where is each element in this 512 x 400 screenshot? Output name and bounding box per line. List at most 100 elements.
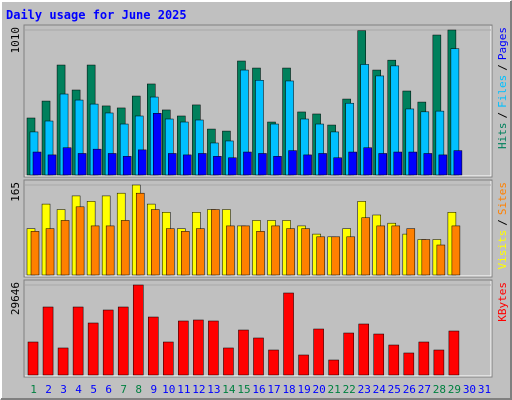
bar	[151, 209, 160, 276]
x-tick-label: 9	[150, 383, 157, 396]
bar	[92, 148, 102, 176]
legend-separator: /	[496, 219, 509, 226]
bar	[433, 349, 445, 376]
x-tick-label: 23	[358, 383, 371, 396]
bar	[258, 153, 267, 176]
bar	[408, 151, 418, 176]
bar	[57, 347, 69, 376]
x-tick-label: 10	[162, 383, 175, 396]
x-tick-label: 1	[30, 383, 37, 396]
legend-entry: Visits	[496, 230, 509, 270]
bar	[391, 225, 401, 276]
x-tick-label: 18	[282, 383, 295, 396]
bar	[273, 156, 282, 176]
bar	[358, 323, 369, 376]
bar	[27, 341, 39, 376]
bar	[393, 151, 403, 176]
bar	[198, 153, 207, 176]
x-tick-label: 20	[313, 383, 326, 396]
chart-title: Daily usage for June 2025	[6, 8, 187, 22]
bar	[102, 309, 114, 376]
x-tick-label: 28	[433, 383, 446, 396]
bar	[243, 151, 252, 176]
bar	[60, 220, 70, 276]
bar	[117, 306, 129, 376]
bar	[132, 284, 144, 376]
bar	[418, 341, 430, 376]
bar	[271, 225, 280, 276]
bar	[135, 192, 145, 276]
bar	[318, 153, 327, 176]
bar	[333, 157, 342, 176]
bar	[32, 151, 42, 176]
bar	[238, 329, 249, 376]
x-tick-label: 14	[222, 383, 236, 396]
bar	[298, 354, 309, 376]
bar	[148, 316, 159, 376]
bar	[423, 153, 433, 176]
bar	[448, 330, 460, 376]
bar	[348, 151, 357, 176]
bar	[328, 359, 339, 376]
x-tick-label: 12	[192, 383, 205, 396]
bar	[30, 231, 40, 276]
bar	[77, 153, 87, 176]
legend-separator: /	[496, 64, 509, 71]
legend: Hits / Files / Pages	[496, 27, 509, 149]
bar	[303, 154, 312, 176]
bar	[288, 150, 297, 176]
bar	[241, 225, 250, 276]
legend-entry: Files	[496, 75, 509, 108]
bar	[75, 206, 85, 276]
x-tick-label: 2	[45, 383, 52, 396]
bar	[436, 244, 446, 276]
y-tick-label: 165	[9, 182, 22, 202]
bar	[163, 341, 174, 376]
bar	[47, 154, 57, 176]
bar	[193, 319, 204, 376]
bar	[388, 344, 400, 376]
bar	[256, 231, 265, 276]
bar	[268, 349, 279, 376]
x-tick-label: 15	[237, 383, 250, 396]
bar	[223, 347, 234, 376]
bar	[196, 228, 205, 276]
bar	[451, 225, 461, 276]
x-tick-label: 6	[105, 383, 112, 396]
bar	[122, 156, 132, 176]
bar	[178, 320, 189, 376]
bar	[90, 225, 100, 276]
bar	[286, 228, 295, 276]
panel-edge	[25, 181, 492, 277]
bar	[406, 228, 416, 276]
bar	[346, 236, 355, 276]
bar	[208, 320, 219, 376]
bar	[331, 236, 340, 276]
x-tick-label: 21	[328, 383, 341, 396]
legend-entry: Sites	[496, 182, 509, 215]
legend-separator: /	[496, 112, 509, 119]
bar	[283, 292, 294, 376]
x-tick-label: 29	[448, 383, 461, 396]
bar	[181, 231, 190, 276]
x-tick-label: 30	[463, 383, 476, 396]
bar	[42, 306, 54, 376]
bar	[453, 150, 463, 176]
bar	[226, 225, 235, 276]
bar	[253, 337, 264, 376]
x-tick-label: 11	[177, 383, 190, 396]
x-tick-label: 8	[135, 383, 142, 396]
x-tick-label: 5	[90, 383, 97, 396]
bar	[72, 306, 84, 376]
x-tick-label: 4	[75, 383, 82, 396]
bar	[343, 332, 354, 376]
x-tick-label: 27	[418, 383, 431, 396]
bar	[228, 157, 237, 176]
panel-edge	[25, 26, 492, 177]
bar	[421, 239, 431, 276]
bar	[137, 149, 147, 176]
bar	[373, 333, 385, 376]
bar	[166, 228, 175, 276]
